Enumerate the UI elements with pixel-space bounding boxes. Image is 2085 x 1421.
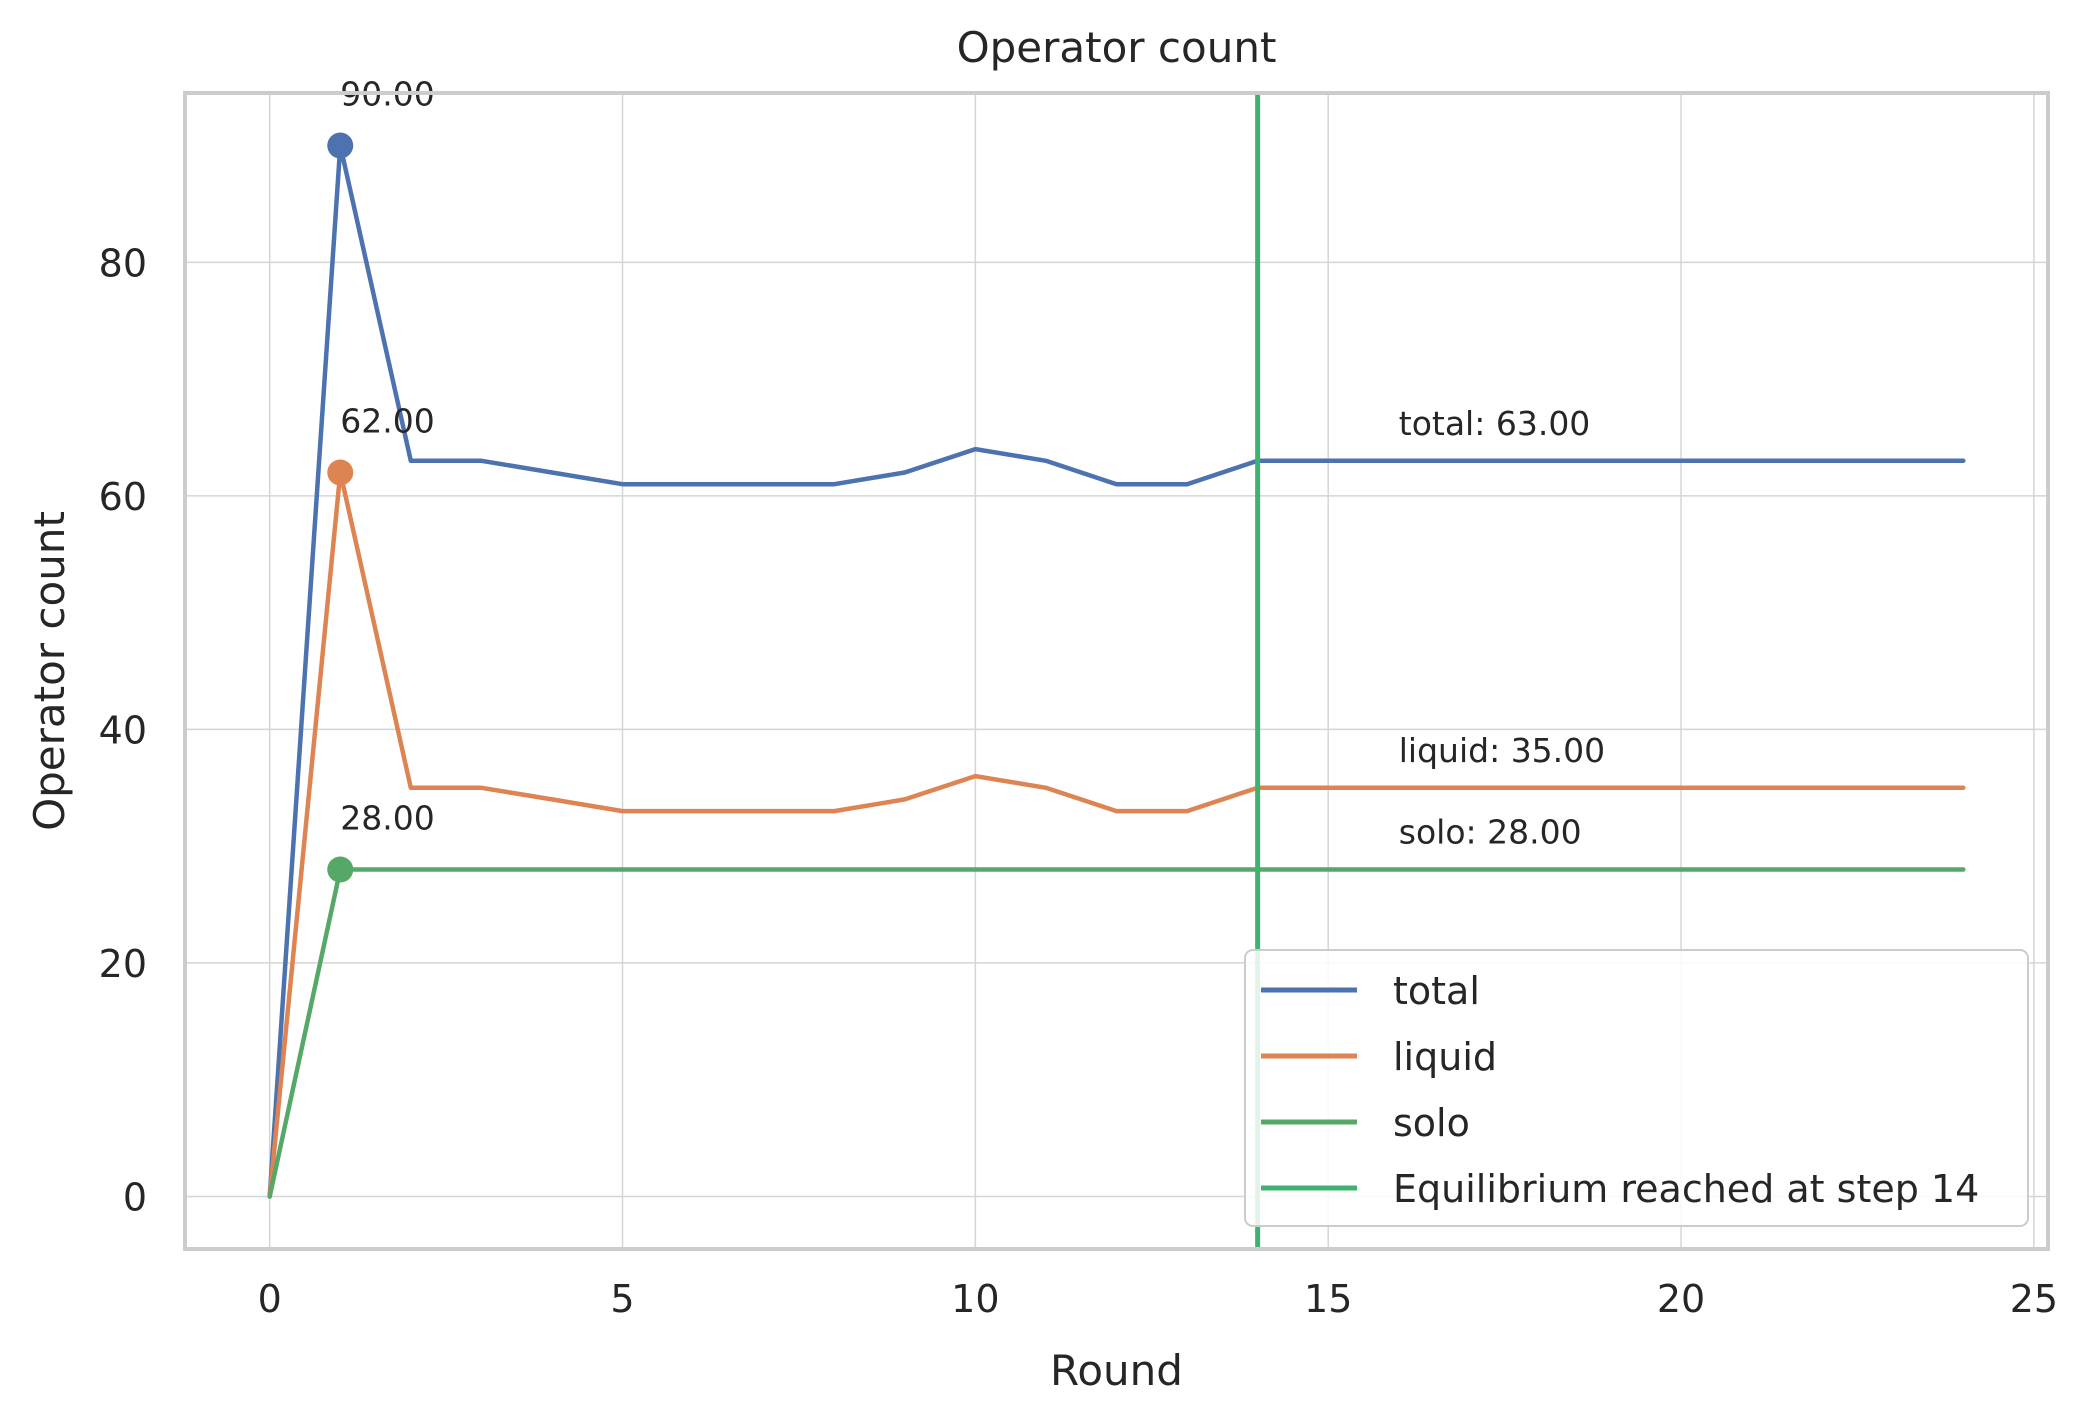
x-tick-label: 20 xyxy=(1657,1277,1705,1321)
series-line-total xyxy=(267,143,1966,1199)
peak-point-solo xyxy=(327,856,354,883)
y-tick-label: 20 xyxy=(99,942,147,986)
legend-label: liquid xyxy=(1393,1035,1497,1079)
x-tick-label: 10 xyxy=(951,1277,999,1321)
chart-title: Operator count xyxy=(957,23,1277,72)
y-axis-title: Operator count xyxy=(25,511,74,831)
end-label-liquid: liquid: 35.00 xyxy=(1399,731,1605,770)
x-tick-label: 25 xyxy=(2010,1277,2058,1321)
x-tick-label: 5 xyxy=(610,1277,634,1321)
tick-labels: 0 5 10 15 20 25 0 20 40 60 80 xyxy=(99,241,2058,1321)
series-line-solo xyxy=(267,867,1966,1199)
series-layer xyxy=(267,132,1966,1199)
y-tick-label: 80 xyxy=(99,241,147,285)
x-tick-label: 15 xyxy=(1304,1277,1352,1321)
y-tick-label: 60 xyxy=(99,475,147,519)
legend: total liquid solo Equilibrium reached at st… xyxy=(1244,949,2029,1227)
peak-label-liquid: 62.00 xyxy=(340,401,434,440)
series-line-liquid xyxy=(267,470,1966,1199)
x-tick-label: 0 xyxy=(258,1277,282,1321)
end-label-total: total: 63.00 xyxy=(1399,404,1591,443)
x-axis-title: Round xyxy=(1050,1346,1183,1395)
legend-label: Equilibrium reached at step 14 xyxy=(1393,1167,1979,1211)
legend-box xyxy=(1244,949,2029,1227)
peak-point-total xyxy=(327,132,354,159)
legend-label: total xyxy=(1393,969,1480,1013)
peak-label-solo: 28.00 xyxy=(340,799,434,838)
peak-point-liquid xyxy=(327,459,354,486)
end-label-solo: solo: 28.00 xyxy=(1399,813,1582,852)
plot-frame xyxy=(183,91,2050,1251)
y-tick-label: 0 xyxy=(123,1175,147,1219)
legend-label: solo xyxy=(1393,1101,1470,1145)
y-tick-label: 40 xyxy=(99,708,147,752)
